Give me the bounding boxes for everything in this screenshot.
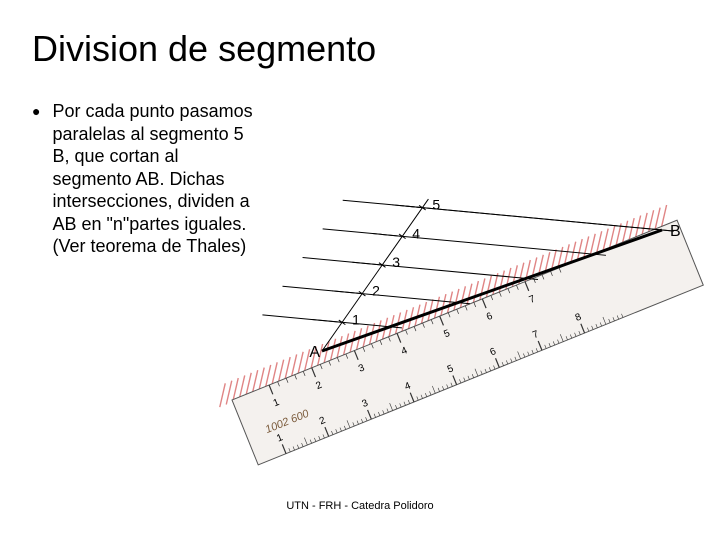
bullet-item: ● Por cada punto pasamos paralelas al se… xyxy=(32,100,262,440)
svg-text:4: 4 xyxy=(412,225,420,241)
bullet-icon: ● xyxy=(32,103,40,119)
svg-text:1: 1 xyxy=(352,311,360,327)
diagram: 1234567123456781002 600AB12345 xyxy=(262,100,688,440)
svg-text:2: 2 xyxy=(372,283,380,299)
diagram-svg: 1234567123456781002 600AB12345 xyxy=(262,100,682,420)
page-title: Division de segmento xyxy=(32,28,376,70)
svg-text:3: 3 xyxy=(392,254,400,270)
body: ● Por cada punto pasamos paralelas al se… xyxy=(32,100,688,440)
svg-text:A: A xyxy=(309,344,320,361)
svg-text:B: B xyxy=(670,223,681,240)
bullet-text: Por cada punto pasamos paralelas al segm… xyxy=(52,100,262,258)
footer: UTN - FRH - Catedra Polidoro xyxy=(0,500,720,512)
svg-text:5: 5 xyxy=(432,197,440,213)
